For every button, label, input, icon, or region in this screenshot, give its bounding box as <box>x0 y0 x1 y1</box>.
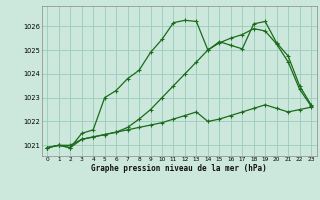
X-axis label: Graphe pression niveau de la mer (hPa): Graphe pression niveau de la mer (hPa) <box>91 164 267 173</box>
